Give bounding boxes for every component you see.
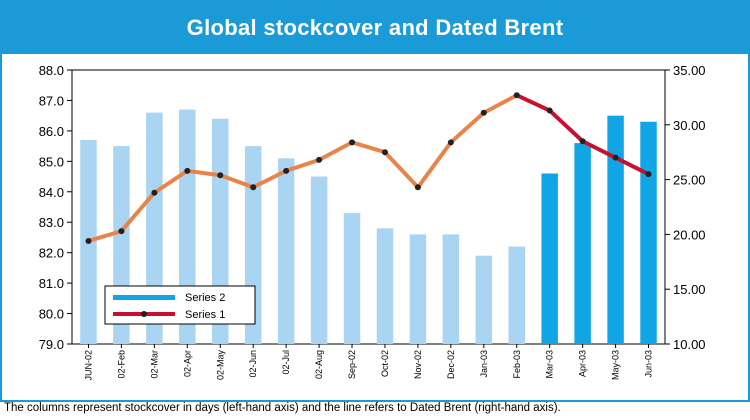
x-tick-label: 02-Aug	[314, 350, 324, 379]
series-1-point	[349, 139, 356, 146]
y-left-tick-label: 84.0	[39, 185, 64, 200]
y-left-tick-label: 86.0	[39, 124, 64, 139]
chart-title: Global stockcover and Dated Brent	[2, 2, 748, 54]
y-left-tick-label: 88.0	[39, 63, 64, 78]
bar	[409, 234, 427, 344]
chart-caption: The columns represent stockcover in days…	[4, 402, 561, 414]
series-1-point	[118, 228, 125, 235]
x-tick-label: 02-Jul	[281, 350, 291, 375]
x-tick-label: Oct-02	[380, 350, 390, 377]
bar	[343, 213, 361, 344]
legend-box	[104, 285, 256, 325]
chart-plot: 79.0 80.0 81.0 82.0 83.0 84.0 85.0 86.0 87.0 88.0…	[39, 63, 706, 381]
x-tick-label: Mar-03	[545, 350, 555, 379]
x-tick-label: Jan-03	[479, 350, 489, 378]
x-tick-label: Dec-02	[446, 350, 456, 379]
bar	[179, 109, 196, 344]
y-left-tick-label: 85.0	[39, 154, 64, 169]
bar	[574, 143, 591, 344]
bar	[376, 228, 394, 344]
bar	[475, 255, 493, 344]
x-tick-label: Jun-03	[644, 350, 654, 378]
y-left-tick-label: 80.0	[39, 307, 64, 322]
bar	[277, 158, 295, 344]
series-1-point	[250, 184, 257, 191]
x-tick-label: 02-May	[215, 350, 225, 381]
series-1-point	[184, 167, 191, 174]
series-1-point	[480, 109, 487, 116]
legend-swatch-series-2	[113, 295, 175, 300]
bar	[541, 173, 558, 344]
series-1-point	[645, 171, 652, 178]
series-1-point	[151, 189, 158, 196]
x-tick-label: May-03	[611, 350, 621, 380]
series-1-point	[381, 149, 388, 156]
legend-marker-series-1	[141, 311, 147, 317]
series-1-point	[612, 154, 619, 161]
legend-label-series-2: Series 2	[185, 292, 225, 304]
series-1-line	[87, 93, 518, 243]
y-right-tick-label: 35.00	[673, 63, 706, 78]
x-tick-label: Feb-03	[512, 350, 522, 379]
series-1-point	[447, 139, 454, 146]
series-1-point	[85, 237, 92, 244]
y-left-tick-label: 81.0	[39, 276, 64, 291]
y-right-tick-label: 30.00	[673, 118, 706, 133]
plot-area	[71, 69, 666, 345]
y-left-tick-label: 82.0	[39, 246, 64, 261]
series-1-point	[316, 156, 323, 163]
bar	[442, 234, 460, 344]
series-1-point	[579, 138, 586, 145]
x-tick-label: Apr-03	[578, 350, 588, 377]
y-left-tick-label: 83.0	[39, 215, 64, 230]
x-tick-label: 02-Apr	[182, 350, 192, 377]
y-right-tick-label: 25.00	[673, 173, 706, 188]
x-tick-label: Nov-02	[413, 350, 423, 379]
y-right-tick-label: 10.00	[673, 337, 706, 352]
y-left-tick-label: 79.0	[39, 337, 64, 352]
legend-label-series-1: Series 1	[185, 309, 225, 321]
y-right-tick-label: 20.00	[673, 227, 706, 242]
chart-frame: Global stockcover and Dated Brent 79.0 80…	[0, 0, 750, 402]
y-right-tick-label: 15.00	[673, 282, 706, 297]
bar	[607, 115, 624, 344]
series-1-point	[414, 184, 421, 191]
bar	[508, 246, 525, 344]
x-tick-label: JUN-02	[83, 350, 93, 381]
series-1-point	[546, 107, 553, 114]
x-tick-label: Sep-02	[347, 350, 357, 379]
bar	[640, 121, 657, 344]
series-1-point	[283, 167, 290, 174]
y-left-tick-label: 87.0	[39, 93, 64, 108]
x-tick-label: 02-Feb	[116, 350, 126, 379]
bar	[310, 176, 328, 344]
x-tick-label: 02-Jun	[248, 350, 258, 378]
x-tick-label: 02-Mar	[149, 350, 159, 379]
series-1-point	[217, 172, 224, 179]
series-1-point	[513, 92, 520, 99]
